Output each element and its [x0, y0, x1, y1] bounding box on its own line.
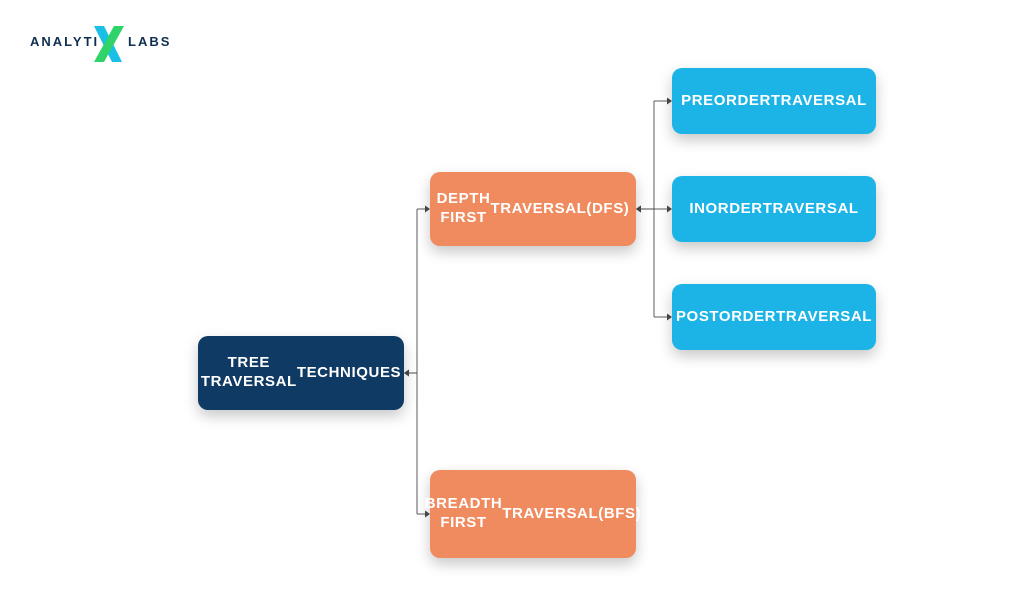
brand-logo: ANALYTI LABS [28, 16, 188, 72]
node-label: INORDER [689, 200, 762, 219]
svg-text:LABS: LABS [128, 34, 171, 49]
node-label: POSTORDER [676, 308, 776, 327]
node-dfs: DEPTH FIRSTTRAVERSAL(DFS) [430, 172, 636, 246]
svg-text:ANALYTI: ANALYTI [30, 34, 99, 49]
node-root: TREE TRAVERSALTECHNIQUES [198, 336, 404, 410]
node-label: TECHNIQUES [297, 364, 401, 383]
node-label: BREADTH FIRST [425, 495, 503, 533]
node-label: PREORDER [681, 92, 771, 111]
node-label: (BFS) [598, 505, 641, 524]
node-label: TRAVERSAL [502, 505, 598, 524]
node-label: TRAVERSAL [763, 200, 859, 219]
node-pre: PREORDERTRAVERSAL [672, 68, 876, 134]
node-label: TREE TRAVERSAL [201, 354, 297, 392]
node-post: POSTORDERTRAVERSAL [672, 284, 876, 350]
node-in: INORDERTRAVERSAL [672, 176, 876, 242]
diagram-canvas: { "logo": { "text_left": "ANALYTI", "tex… [0, 0, 1024, 594]
node-label: TRAVERSAL [771, 92, 867, 111]
node-label: DEPTH FIRST [437, 190, 491, 228]
node-label: TRAVERSAL [776, 308, 872, 327]
node-label: TRAVERSAL(DFS) [490, 200, 629, 219]
node-bfs: BREADTH FIRSTTRAVERSAL(BFS) [430, 470, 636, 558]
